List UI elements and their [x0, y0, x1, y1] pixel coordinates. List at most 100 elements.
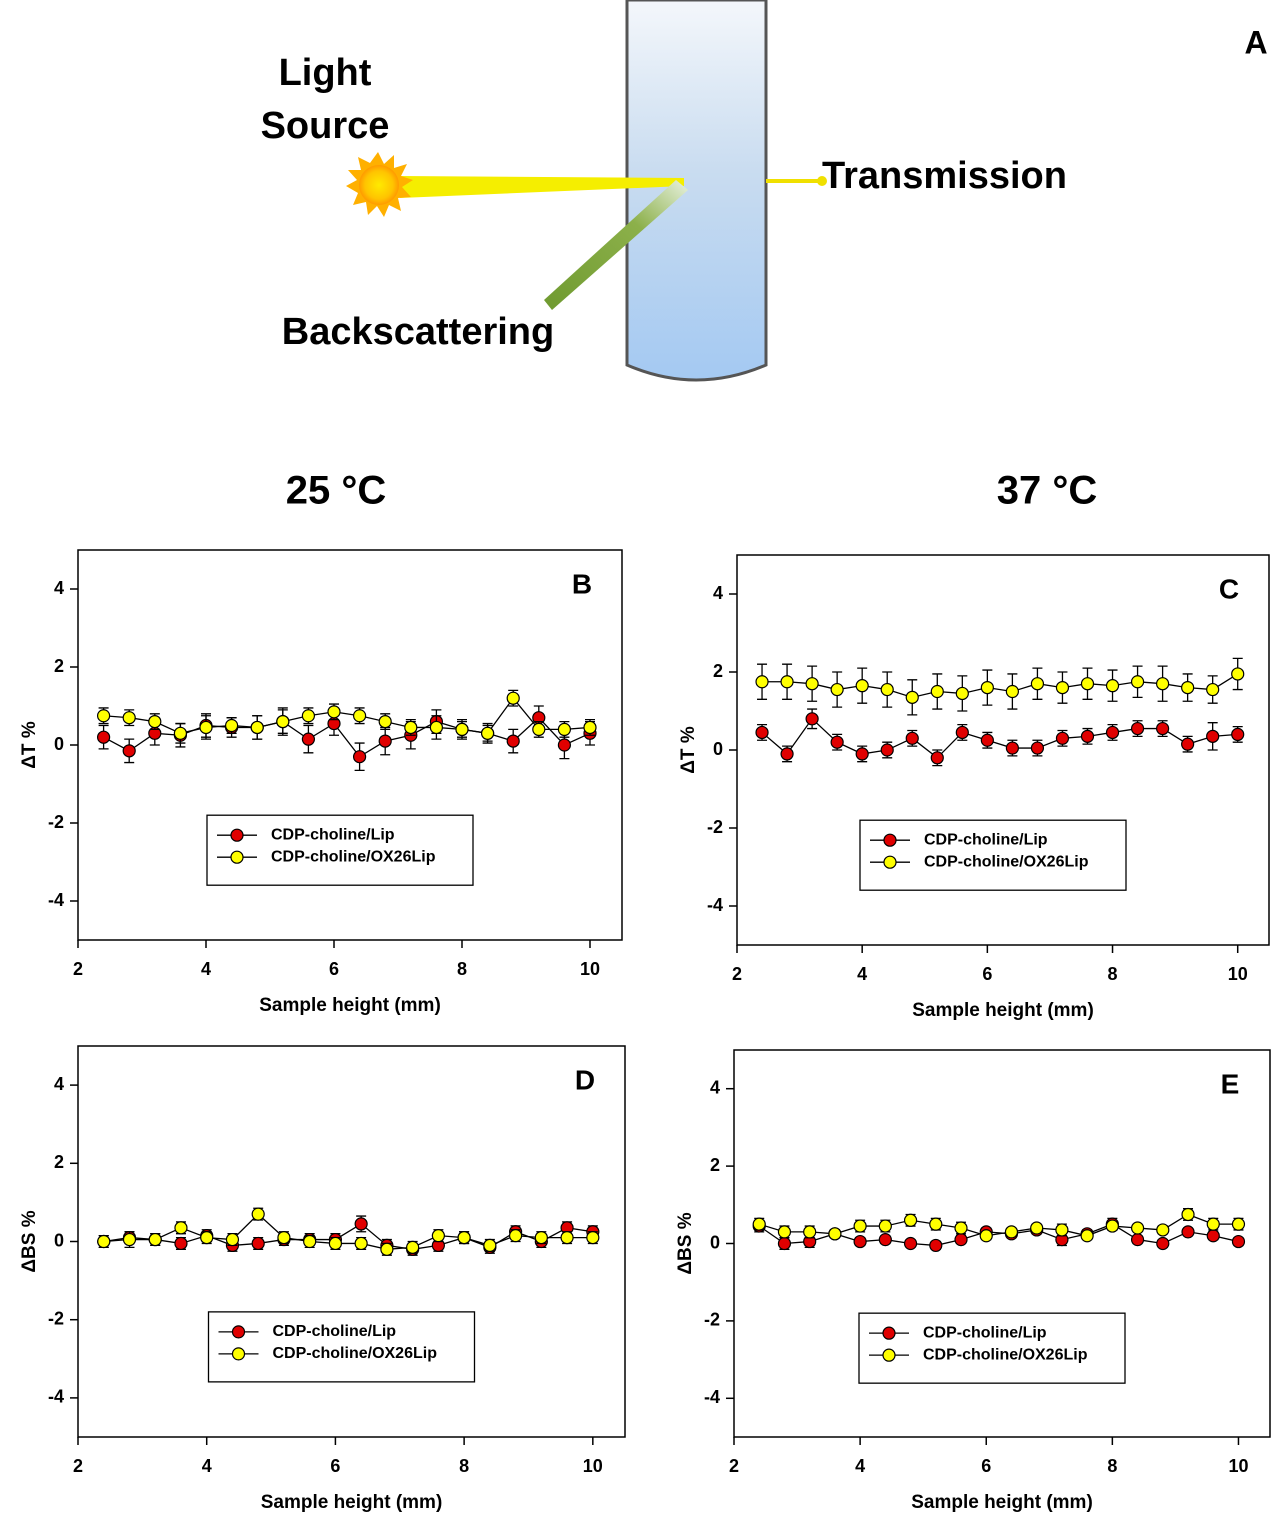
- data-point: [583, 720, 597, 735]
- light-source-label: Light: [279, 52, 372, 94]
- data-point: [506, 734, 520, 748]
- y-tick-label: -2: [704, 1310, 720, 1330]
- panel-label: E: [1221, 1068, 1240, 1099]
- data-point: [1181, 1207, 1195, 1222]
- data-point: [853, 1219, 867, 1233]
- data-point: [805, 712, 819, 726]
- data-point: [903, 1213, 918, 1227]
- data-point: [1206, 729, 1220, 743]
- data-point: [328, 1236, 343, 1251]
- y-tick-label: 4: [54, 578, 64, 598]
- x-tick-label: 10: [583, 1456, 603, 1476]
- y-tick-label: -4: [48, 890, 64, 910]
- x-axis-title: Sample height (mm): [912, 1000, 1094, 1021]
- data-point: [378, 734, 392, 748]
- data-point: [200, 1230, 214, 1245]
- legend-marker: [883, 855, 897, 869]
- data-point: [173, 726, 187, 740]
- x-tick-label: 6: [330, 1456, 340, 1476]
- x-tick-label: 10: [580, 959, 600, 979]
- data-point: [97, 1234, 111, 1249]
- data-point: [1030, 677, 1045, 691]
- data-point: [1156, 1236, 1170, 1251]
- data-point: [980, 680, 994, 695]
- data-point: [431, 1229, 445, 1243]
- data-point: [406, 1240, 420, 1254]
- data-point: [586, 1230, 600, 1245]
- data-point: [1155, 677, 1170, 691]
- x-tick-label: 4: [857, 964, 867, 984]
- data-point: [1130, 675, 1145, 689]
- data-point: [777, 1236, 792, 1251]
- legend-label: CDP-choline/OX26Lip: [273, 1345, 438, 1362]
- chart: -4 -2 0 2 4 2 4 6 8 10 Sample height (mm) ΔT % C CDP-…: [678, 554, 1270, 1021]
- data-point: [199, 720, 213, 735]
- y-tick-label: 4: [710, 1077, 720, 1097]
- data-point: [752, 1217, 766, 1231]
- data-point: [353, 709, 367, 723]
- x-tick-label: 4: [201, 959, 211, 979]
- x-axis-title: Sample height (mm): [911, 1492, 1093, 1513]
- data-point: [853, 1234, 867, 1249]
- y-tick-label: 0: [54, 734, 64, 754]
- data-point: [1004, 1225, 1019, 1239]
- y-axis-title: ΔBS %: [675, 1212, 696, 1274]
- light-source-label: Source: [261, 105, 390, 147]
- x-tick-label: 6: [329, 959, 339, 979]
- data-point: [455, 722, 469, 737]
- column-title: 25 °C: [286, 469, 387, 513]
- legend-label: CDP-choline/Lip: [271, 826, 395, 843]
- data-point: [534, 1230, 548, 1245]
- data-point: [1206, 1217, 1220, 1231]
- column-title: 37 °C: [997, 469, 1098, 513]
- data-point: [277, 1230, 291, 1245]
- x-tick-label: 6: [981, 1456, 991, 1476]
- transmission-dot: [817, 176, 827, 186]
- legend-label: CDP-choline/Lip: [924, 831, 1048, 848]
- data-point: [1105, 1219, 1119, 1233]
- data-point: [251, 1236, 265, 1251]
- x-tick-label: 2: [73, 959, 83, 979]
- legend-marker: [230, 850, 244, 864]
- data-point: [1155, 721, 1170, 736]
- data-point: [557, 722, 572, 737]
- data-point: [148, 714, 162, 729]
- x-tick-label: 6: [982, 964, 992, 984]
- legend-label: CDP-choline/OX26Lip: [923, 1346, 1088, 1363]
- data-point: [1005, 741, 1019, 755]
- legend: CDP-choline/Lip CDP-choline/OX26Lip: [859, 819, 1127, 891]
- data-point: [532, 722, 546, 737]
- data-point: [980, 733, 994, 747]
- data-point: [483, 1238, 497, 1253]
- x-tick-label: 8: [1108, 964, 1118, 984]
- data-point: [1231, 1217, 1246, 1231]
- y-tick-label: 2: [54, 1152, 64, 1172]
- data-point: [780, 675, 794, 689]
- legend-label: CDP-choline/OX26Lip: [271, 848, 436, 865]
- data-point: [855, 747, 869, 761]
- legend-box: [859, 819, 1127, 891]
- y-tick-label: -2: [48, 1308, 64, 1328]
- data-point: [905, 690, 919, 704]
- legend-label: CDP-choline/Lip: [923, 1324, 1047, 1341]
- data-point: [954, 1221, 968, 1235]
- transmission-label: Transmission: [822, 155, 1067, 197]
- legend-box: [206, 814, 474, 886]
- data-point: [506, 691, 520, 705]
- y-axis-title: ΔT %: [678, 726, 699, 774]
- x-tick-label: 2: [732, 964, 742, 984]
- data-point: [225, 718, 239, 733]
- data-point: [378, 714, 392, 729]
- data-point: [1206, 682, 1220, 697]
- chart: -4 -2 0 2 4 2 4 6 8 10 Sample height (mm) ΔBS % D CDP…: [19, 1045, 626, 1513]
- y-tick-label: -4: [707, 895, 723, 915]
- data-point: [250, 720, 264, 735]
- legend-marker: [883, 833, 897, 847]
- data-point: [122, 744, 136, 758]
- data-point: [353, 750, 367, 764]
- data-point: [955, 686, 969, 701]
- data-point: [805, 677, 819, 691]
- legend-marker: [231, 1325, 246, 1339]
